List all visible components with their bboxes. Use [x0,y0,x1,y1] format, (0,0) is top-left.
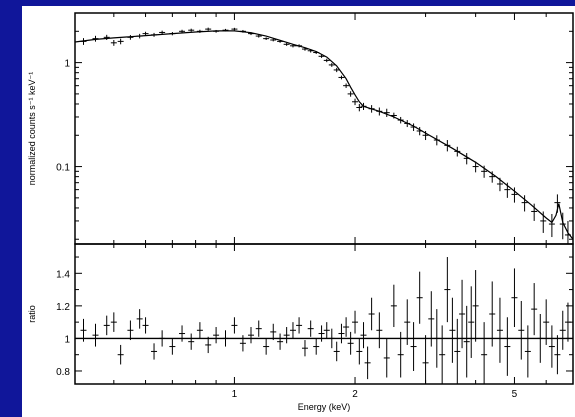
top-panel-y-tick-label: 0.1 [56,163,70,174]
bottom-panel-data-points [80,257,571,384]
x-tick-label: 1 [232,389,238,400]
bottom-panel-y-axis-label: ratio [27,305,37,323]
bottom-panel-frame [74,243,574,385]
bottom-panel-ticks: 0.8 1 1.2 1.4 1 2 5 [56,244,574,400]
frame-top-bar [0,0,575,6]
top-panel-y-axis-label: normalized counts s⁻¹ keV⁻¹ [27,72,37,186]
top-panel-model-curve [74,30,574,240]
plot-background [22,0,575,417]
x-axis-label: Energy (keV) [298,402,351,412]
bottom-panel-y-tick-label: 1.2 [56,302,70,313]
top-panel-data-points [80,27,571,244]
bottom-panel-y-tick-label: 1 [64,334,70,345]
top-panel-y-tick-label: 1 [64,59,70,70]
x-tick-label: 5 [512,389,518,400]
bottom-panel-y-tick-label: 1.4 [56,269,70,280]
bottom-panel-ratio: 0.8 1 1.2 1.4 1 2 5 ratio Energy (keV) [27,243,574,412]
bottom-panel-y-tick-label: 0.8 [56,367,70,378]
x-tick-label: 2 [352,389,358,400]
